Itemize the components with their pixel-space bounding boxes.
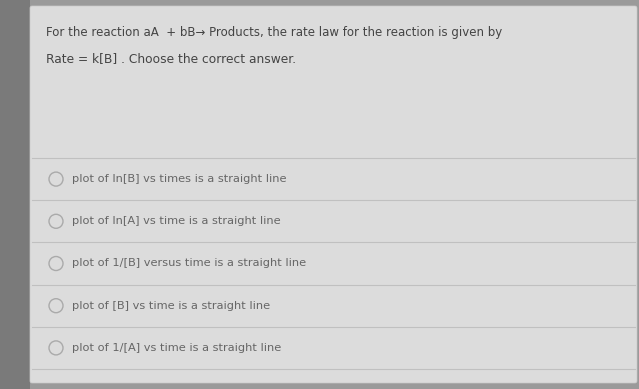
Text: For the reaction aA  + bB→ Products, the rate law for the reaction is given by: For the reaction aA + bB→ Products, the … xyxy=(46,26,502,39)
Text: plot of ln[B] vs times is a straight line: plot of ln[B] vs times is a straight lin… xyxy=(72,174,286,184)
Bar xyxy=(0,0,30,389)
Text: plot of [B] vs time is a straight line: plot of [B] vs time is a straight line xyxy=(72,301,270,311)
Text: plot of 1/[B] versus time is a straight line: plot of 1/[B] versus time is a straight … xyxy=(72,259,306,268)
Text: plot of ln[A] vs time is a straight line: plot of ln[A] vs time is a straight line xyxy=(72,216,281,226)
FancyBboxPatch shape xyxy=(30,6,637,383)
Text: Rate = k[B] . Choose the correct answer.: Rate = k[B] . Choose the correct answer. xyxy=(46,52,296,65)
Text: plot of 1/[A] vs time is a straight line: plot of 1/[A] vs time is a straight line xyxy=(72,343,281,353)
